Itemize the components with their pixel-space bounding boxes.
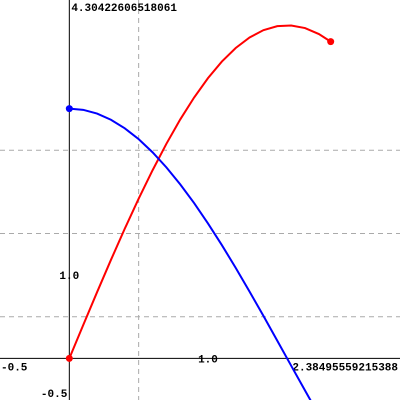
y-tick-label: 1.0 [59,271,79,283]
end-point [65,105,73,113]
curve [69,107,312,400]
x-tick-label: -0.5 [1,362,28,374]
x-tick-label: 1.0 [198,354,218,366]
end-point [65,354,73,362]
end-point [327,38,335,46]
y-tick-label: -0.5 [41,389,68,400]
curve [68,24,332,359]
y-tick-label: 4.30422606518061 [71,3,177,15]
x-tick-label: 2.38495559215388 [292,362,398,374]
